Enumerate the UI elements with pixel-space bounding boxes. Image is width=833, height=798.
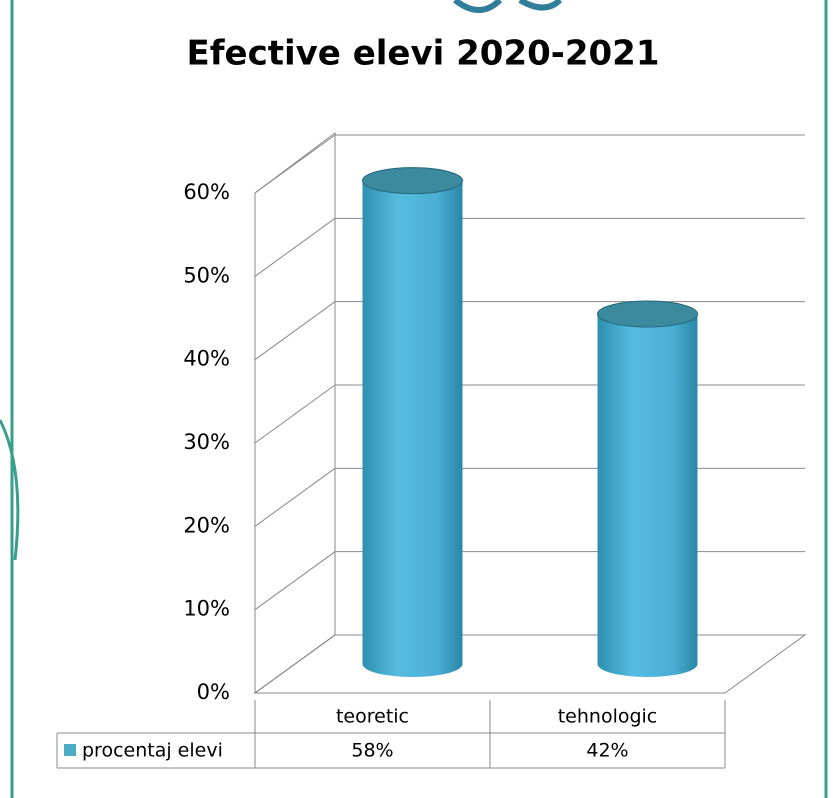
x-tick-label: teoretic [336,706,409,728]
value-label: 58% [351,740,393,762]
y-tick-label: 50% [183,263,230,287]
grid-line [254,551,336,611]
y-tick-label: 60% [183,180,230,204]
grid-line [254,384,336,444]
chart-title: Efective elevi 2020-2021 [187,34,660,74]
plot [254,134,805,694]
bar [362,180,463,677]
y-tick-label: 40% [183,347,230,371]
legend-label: procentaj elevi [82,740,223,762]
grid-line [254,134,336,194]
legend-swatch [64,744,76,756]
x-tick-label: tehnologic [558,706,658,728]
data-table [56,700,726,769]
decoration [0,419,20,561]
grid-line [254,634,336,694]
decoration [453,0,563,13]
side-wall [254,132,336,694]
y-tick-label: 20% [183,513,230,537]
grid-line [254,467,336,527]
grid-line [254,301,336,361]
y-tick-label: 0% [197,680,230,704]
bar-top [597,300,698,328]
value-label: 42% [586,740,628,762]
floor [253,634,807,694]
grid-line [254,217,336,277]
bar-top [362,167,463,195]
y-tick-label: 10% [183,597,230,621]
y-tick-label: 30% [183,430,230,454]
bar [597,314,698,677]
